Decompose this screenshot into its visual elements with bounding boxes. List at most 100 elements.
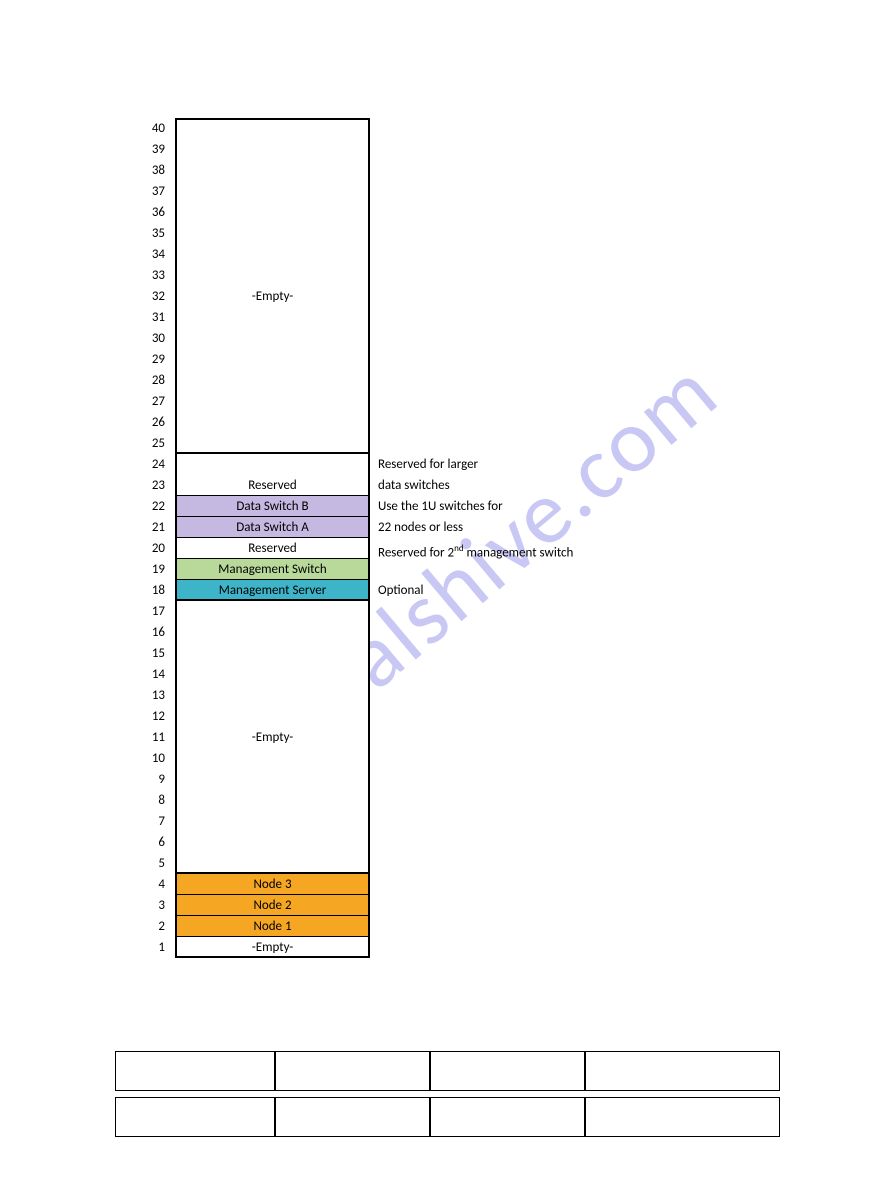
rack-row: 3Node 2 bbox=[130, 895, 573, 916]
rack-unit-number: 20 bbox=[130, 538, 175, 559]
rack-annotation bbox=[370, 769, 378, 790]
rack-unit-number: 1 bbox=[130, 937, 175, 958]
table-cell bbox=[115, 1051, 275, 1091]
rack-slot bbox=[175, 643, 370, 664]
rack-unit-number: 6 bbox=[130, 832, 175, 853]
rack-slot bbox=[175, 244, 370, 265]
rack-row: 13 bbox=[130, 685, 573, 706]
rack-slot-label bbox=[177, 454, 368, 475]
rack-row: 14 bbox=[130, 664, 573, 685]
rack-annotation bbox=[370, 937, 378, 958]
rack-annotation bbox=[370, 643, 378, 664]
rack-annotation: Reserved for 2nd management switch bbox=[370, 538, 573, 559]
table-row bbox=[115, 1097, 780, 1137]
rack-row: 6 bbox=[130, 832, 573, 853]
rack-row: 18Management ServerOptional bbox=[130, 580, 573, 601]
rack-unit-number: 36 bbox=[130, 202, 175, 223]
rack-slot bbox=[175, 202, 370, 223]
rack-unit-number: 22 bbox=[130, 496, 175, 517]
rack-slot: Node 3 bbox=[175, 874, 370, 895]
rack-unit-number: 17 bbox=[130, 601, 175, 622]
rack-unit-number: 13 bbox=[130, 685, 175, 706]
rack-annotation: 22 nodes or less bbox=[370, 517, 463, 538]
rack-slot-label bbox=[177, 685, 368, 706]
rack-unit-number: 18 bbox=[130, 580, 175, 601]
rack-slot-label bbox=[177, 202, 368, 223]
rack-row: 5 bbox=[130, 853, 573, 874]
rack-slot bbox=[175, 118, 370, 139]
rack-slot-label bbox=[177, 748, 368, 769]
rack-annotation: Reserved for larger bbox=[370, 454, 478, 475]
rack-row: 10 bbox=[130, 748, 573, 769]
rack-slot bbox=[175, 328, 370, 349]
rack-unit-number: 5 bbox=[130, 853, 175, 874]
rack-unit-number: 31 bbox=[130, 307, 175, 328]
rack-slot-label: Node 2 bbox=[177, 895, 368, 915]
rack-annotation bbox=[370, 391, 378, 412]
rack-slot bbox=[175, 790, 370, 811]
rack-row: 22Data Switch BUse the 1U switches for bbox=[130, 496, 573, 517]
rack-slot-label: -Empty- bbox=[177, 727, 368, 748]
rack-annotation bbox=[370, 622, 378, 643]
rack-annotation bbox=[370, 433, 378, 454]
rack-row: 15 bbox=[130, 643, 573, 664]
rack-unit-number: 11 bbox=[130, 727, 175, 748]
rack-annotation: Use the 1U switches for bbox=[370, 496, 503, 517]
rack-annotation bbox=[370, 895, 378, 916]
rack-unit-number: 33 bbox=[130, 265, 175, 286]
rack-slot-label: Node 1 bbox=[177, 916, 368, 936]
rack-slot bbox=[175, 349, 370, 370]
rack-row: 34 bbox=[130, 244, 573, 265]
table-cell bbox=[275, 1097, 430, 1137]
rack-unit-number: 30 bbox=[130, 328, 175, 349]
rack-slot-label bbox=[177, 160, 368, 181]
rack-annotation bbox=[370, 601, 378, 622]
rack-unit-number: 21 bbox=[130, 517, 175, 538]
rack-row: 7 bbox=[130, 811, 573, 832]
rack-annotation: Optional bbox=[370, 580, 424, 601]
rack-slot bbox=[175, 748, 370, 769]
rack-unit-number: 34 bbox=[130, 244, 175, 265]
rack-slot-label bbox=[177, 223, 368, 244]
rack-slot-label bbox=[177, 349, 368, 370]
rack-row: 9 bbox=[130, 769, 573, 790]
rack-slot: -Empty- bbox=[175, 286, 370, 307]
rack-row: 30 bbox=[130, 328, 573, 349]
rack-unit-number: 8 bbox=[130, 790, 175, 811]
rack-row: 16 bbox=[130, 622, 573, 643]
rack-annotation bbox=[370, 202, 378, 223]
rack-slot bbox=[175, 181, 370, 202]
rack-row: 4Node 3 bbox=[130, 874, 573, 895]
rack-slot-label bbox=[177, 412, 368, 433]
rack-row: 39 bbox=[130, 139, 573, 160]
rack-row: 21Data Switch A22 nodes or less bbox=[130, 517, 573, 538]
rack-unit-number: 28 bbox=[130, 370, 175, 391]
rack-slot-label bbox=[177, 790, 368, 811]
rack-unit-number: 37 bbox=[130, 181, 175, 202]
rack-slot-label bbox=[177, 853, 368, 872]
rack-slot: Node 2 bbox=[175, 895, 370, 916]
rack-unit-number: 16 bbox=[130, 622, 175, 643]
rack-slot: Reserved bbox=[175, 475, 370, 496]
rack-slot bbox=[175, 139, 370, 160]
rack-annotation bbox=[370, 790, 378, 811]
rack-row: 17 bbox=[130, 601, 573, 622]
rack-annotation bbox=[370, 370, 378, 391]
rack-annotation bbox=[370, 139, 378, 160]
rack-slot-label bbox=[177, 370, 368, 391]
rack-slot-label bbox=[177, 307, 368, 328]
rack-unit-number: 29 bbox=[130, 349, 175, 370]
rack-row: 36 bbox=[130, 202, 573, 223]
rack-slot bbox=[175, 853, 370, 874]
rack-unit-number: 12 bbox=[130, 706, 175, 727]
table-cell bbox=[430, 1051, 585, 1091]
rack-slot-label bbox=[177, 120, 368, 139]
rack-slot: -Empty- bbox=[175, 727, 370, 748]
rack-annotation bbox=[370, 244, 378, 265]
rack-slot bbox=[175, 601, 370, 622]
rack-annotation bbox=[370, 181, 378, 202]
rack-row: 33 bbox=[130, 265, 573, 286]
rack-slot-label: -Empty- bbox=[177, 286, 368, 307]
rack-unit-number: 40 bbox=[130, 118, 175, 139]
rack-annotation bbox=[370, 412, 378, 433]
